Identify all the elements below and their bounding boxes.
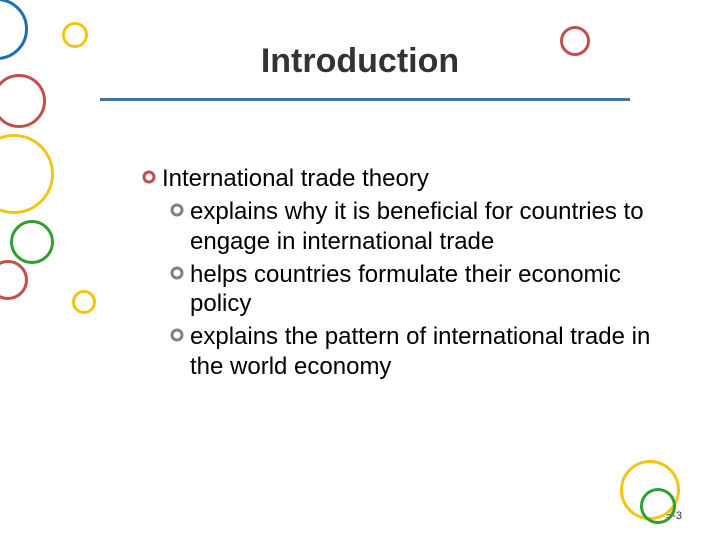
- bullet-l2-text: explains the pattern of international tr…: [190, 322, 662, 381]
- slide-title: Introduction: [0, 42, 720, 81]
- bullet-l2: explains the pattern of international tr…: [170, 322, 662, 381]
- ring-bullet-icon: [170, 266, 184, 280]
- slide: Introduction International trade theory …: [0, 0, 720, 540]
- title-underline: [100, 98, 630, 101]
- deco-circle: [0, 134, 54, 214]
- body-content: International trade theory explains why …: [142, 164, 662, 385]
- ring-bullet-icon: [170, 203, 184, 217]
- bullet-l2-text: explains why it is beneficial for countr…: [190, 197, 662, 256]
- ring-bullet-icon: [170, 328, 184, 342]
- bullet-l2: explains why it is beneficial for countr…: [170, 197, 662, 256]
- deco-circle: [10, 220, 54, 264]
- deco-circle: [560, 26, 590, 56]
- deco-circle: [640, 488, 676, 524]
- bullet-l1: International trade theory: [142, 164, 662, 193]
- ring-bullet-icon: [142, 170, 156, 184]
- deco-circle: [72, 290, 96, 314]
- bullet-l2: helps countries formulate their economic…: [170, 260, 662, 319]
- deco-circle: [0, 260, 28, 300]
- bullet-l2-text: helps countries formulate their economic…: [190, 260, 662, 319]
- deco-circle: [62, 22, 88, 48]
- bullet-l1-text: International trade theory: [162, 164, 429, 193]
- title-wrap: Introduction: [0, 42, 720, 81]
- deco-circle: [0, 74, 46, 128]
